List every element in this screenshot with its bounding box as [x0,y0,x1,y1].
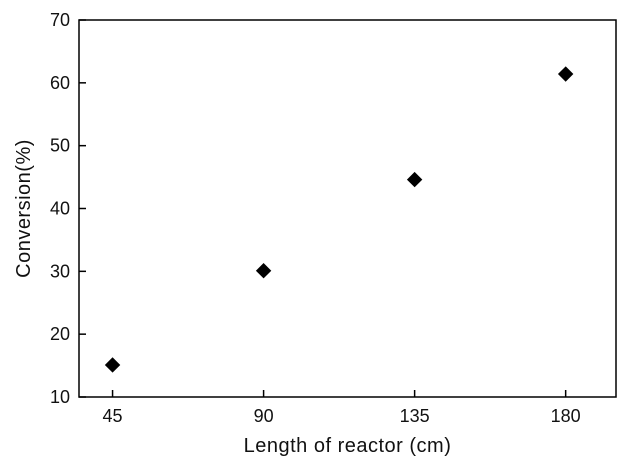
x-tick-label: 90 [254,406,274,426]
x-tick-label: 135 [400,406,430,426]
y-tick-label: 40 [50,199,70,219]
x-axis-title: Length of reactor (cm) [244,435,452,457]
data-point [406,171,423,188]
data-point [255,262,272,279]
plot-area [78,19,617,398]
data-point [557,66,574,82]
x-tick-label: 180 [551,406,581,426]
data-point [104,357,121,373]
y-tick-label: 70 [50,10,70,30]
y-axis-title: Conversion(%) [13,139,35,278]
y-tick-label: 20 [50,324,70,344]
plot-frame [78,19,617,398]
y-axis: 10 20 30 40 50 60 70 [50,10,86,407]
y-tick-label: 50 [50,136,70,156]
y-tick-label: 60 [50,73,70,93]
data-points [104,66,574,373]
y-tick-label: 30 [50,261,70,281]
x-tick-label: 45 [103,406,123,426]
y-tick-label: 10 [50,387,70,407]
x-axis: 45 90 135 180 [103,390,581,426]
